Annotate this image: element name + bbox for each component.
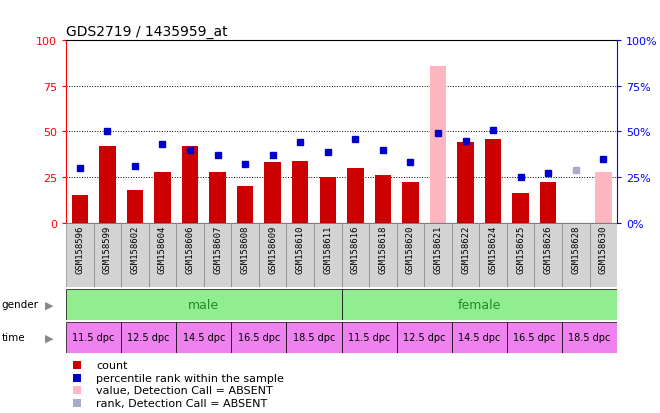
Text: GSM158602: GSM158602 [131, 225, 139, 273]
Bar [485, 140, 502, 223]
Bar [369, 223, 397, 287]
Bar [209, 172, 226, 223]
Bar [479, 223, 507, 287]
Bar [231, 223, 259, 287]
Text: GSM158621: GSM158621 [434, 225, 442, 273]
Text: GSM158608: GSM158608 [241, 225, 249, 273]
Bar [176, 223, 204, 287]
Bar [121, 223, 148, 287]
Text: GSM158607: GSM158607 [213, 225, 222, 273]
Bar [231, 322, 286, 353]
Text: GSM158625: GSM158625 [516, 225, 525, 273]
Bar [589, 223, 617, 287]
Bar [127, 190, 143, 223]
Text: GDS2719 / 1435959_at: GDS2719 / 1435959_at [66, 25, 228, 39]
Bar [259, 223, 286, 287]
Bar [99, 147, 116, 223]
Text: 14.5 dpc: 14.5 dpc [458, 332, 500, 343]
Text: 16.5 dpc: 16.5 dpc [238, 332, 280, 343]
Bar [94, 223, 121, 287]
Bar [512, 194, 529, 223]
Text: GSM158604: GSM158604 [158, 225, 167, 273]
Bar [237, 187, 253, 223]
Text: GSM158606: GSM158606 [185, 225, 195, 273]
Text: value, Detection Call = ABSENT: value, Detection Call = ABSENT [96, 385, 273, 395]
Bar [507, 322, 562, 353]
Text: GSM158616: GSM158616 [351, 225, 360, 273]
Bar [375, 176, 391, 223]
Bar [182, 147, 198, 223]
Bar [176, 322, 231, 353]
Bar [286, 223, 314, 287]
Text: 14.5 dpc: 14.5 dpc [183, 332, 225, 343]
Text: 12.5 dpc: 12.5 dpc [127, 332, 170, 343]
Text: GSM158611: GSM158611 [323, 225, 332, 273]
Text: time: time [1, 332, 25, 343]
Bar [457, 143, 474, 223]
Bar [154, 172, 171, 223]
Bar [314, 223, 342, 287]
Bar [430, 67, 446, 223]
Text: GSM158599: GSM158599 [103, 225, 112, 273]
Text: GSM158622: GSM158622 [461, 225, 470, 273]
Bar [148, 223, 176, 287]
Bar [286, 322, 342, 353]
Text: 16.5 dpc: 16.5 dpc [513, 332, 556, 343]
Text: 11.5 dpc: 11.5 dpc [348, 332, 390, 343]
Text: GSM158596: GSM158596 [75, 225, 84, 273]
Text: ▶: ▶ [45, 299, 53, 310]
Bar [342, 322, 397, 353]
Text: GSM158610: GSM158610 [296, 225, 305, 273]
Text: GSM158618: GSM158618 [378, 225, 387, 273]
Bar [71, 196, 88, 223]
Text: gender: gender [1, 299, 38, 310]
Bar [402, 183, 418, 223]
Bar [319, 178, 336, 223]
Bar [397, 322, 451, 353]
Text: percentile rank within the sample: percentile rank within the sample [96, 373, 284, 383]
Bar [451, 223, 479, 287]
Bar [265, 163, 281, 223]
Bar [540, 183, 556, 223]
Bar [347, 169, 364, 223]
Text: GSM158620: GSM158620 [406, 225, 415, 273]
Bar [397, 223, 424, 287]
Text: female: female [457, 298, 501, 311]
Bar [342, 223, 369, 287]
Bar [66, 322, 121, 353]
Text: 18.5 dpc: 18.5 dpc [568, 332, 610, 343]
Text: GSM158626: GSM158626 [544, 225, 552, 273]
Text: male: male [188, 298, 219, 311]
Bar [292, 161, 308, 223]
Bar [121, 322, 176, 353]
Text: ▶: ▶ [45, 332, 53, 343]
Text: 12.5 dpc: 12.5 dpc [403, 332, 446, 343]
Bar [507, 223, 535, 287]
Text: GSM158630: GSM158630 [599, 225, 608, 273]
Text: 18.5 dpc: 18.5 dpc [293, 332, 335, 343]
Text: rank, Detection Call = ABSENT: rank, Detection Call = ABSENT [96, 399, 267, 408]
Bar [204, 223, 231, 287]
Bar [562, 223, 589, 287]
Bar [424, 223, 451, 287]
Bar [66, 223, 94, 287]
Text: GSM158624: GSM158624 [488, 225, 498, 273]
Text: count: count [96, 360, 128, 370]
Text: 11.5 dpc: 11.5 dpc [73, 332, 115, 343]
Bar [342, 289, 617, 320]
Bar [535, 223, 562, 287]
Bar [595, 172, 612, 223]
Text: GSM158609: GSM158609 [268, 225, 277, 273]
Bar [66, 289, 342, 320]
Text: GSM158628: GSM158628 [572, 225, 580, 273]
Bar [562, 322, 617, 353]
Bar [451, 322, 507, 353]
